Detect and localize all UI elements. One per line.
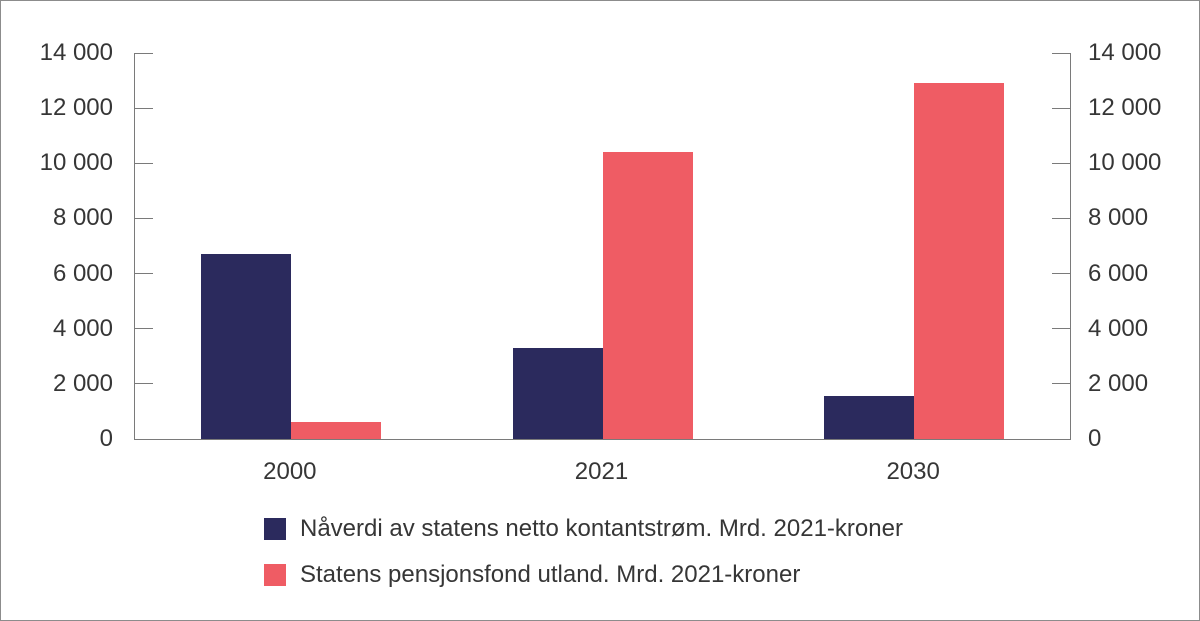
y-tick-right-12000 [1052, 107, 1070, 109]
legend-label-kontantstrom: Nåverdi av statens netto kontantstrøm. M… [300, 515, 903, 542]
y-tick-right-14000 [1052, 53, 1070, 54]
bar-pensjonsfond-2030 [914, 83, 1005, 439]
legend-item-pensjonsfond: Statens pensjonsfond utland. Mrd. 2021-k… [264, 561, 903, 588]
y-axis-label-right-6000: 6 000 [1088, 259, 1149, 287]
y-tick-right-4000 [1052, 328, 1070, 330]
y-tick-left-2000 [135, 383, 153, 385]
y-tick-left-6000 [135, 273, 153, 275]
y-axis-label-left-6000: 6 000 [52, 259, 113, 287]
y-tick-right-10000 [1052, 162, 1070, 164]
legend-swatch-navy [264, 518, 286, 540]
y-axis-label-left-4000: 4 000 [52, 314, 113, 342]
legend-swatch-coral [264, 564, 286, 586]
chart-legend: Nåverdi av statens netto kontantstrøm. M… [264, 515, 903, 610]
y-axis-label-left-12000: 12 000 [39, 94, 113, 122]
bar-pensjonsfond-2021 [602, 152, 693, 439]
y-axis-label-right-4000: 4 000 [1088, 314, 1149, 342]
y-axis-label-right-0: 0 [1088, 425, 1102, 452]
x-axis-label-2021: 2021 [574, 458, 629, 485]
y-axis-label-left-2000: 2 000 [52, 369, 113, 397]
bar-kontantstrom-2000 [200, 254, 291, 439]
y-tick-right-8000 [1052, 217, 1070, 219]
y-tick-left-8000 [135, 217, 153, 219]
y-tick-right-0 [1052, 438, 1070, 440]
legend-label-pensjonsfond: Statens pensjonsfond utland. Mrd. 2021-k… [300, 561, 801, 588]
legend-item-kontantstrom: Nåverdi av statens netto kontantstrøm. M… [264, 515, 903, 542]
bar-pensjonsfond-2000 [290, 422, 381, 439]
y-tick-right-2000 [1052, 383, 1070, 385]
y-tick-right-6000 [1052, 273, 1070, 275]
y-tick-left-14000 [135, 53, 153, 54]
y-axis-label-right-14000: 14 000 [1088, 39, 1162, 66]
y-axis-label-left-8000: 8 000 [52, 204, 113, 232]
bar-kontantstrom-2021 [512, 348, 603, 439]
y-tick-left-10000 [135, 162, 153, 164]
y-axis-label-left-0: 0 [99, 425, 113, 452]
y-axis-label-right-10000: 10 000 [1088, 149, 1162, 177]
y-axis-label-right-2000: 2 000 [1088, 369, 1149, 397]
x-axis-label-2030: 2030 [886, 458, 940, 485]
y-tick-left-4000 [135, 328, 153, 330]
plot-area [134, 53, 1071, 440]
x-axis-label-2000: 2000 [263, 458, 317, 485]
y-axis-label-left-10000: 10 000 [39, 149, 113, 177]
y-axis-label-right-12000: 12 000 [1088, 94, 1162, 122]
y-tick-left-12000 [135, 107, 153, 109]
bar-kontantstrom-2030 [824, 396, 915, 439]
y-axis-label-right-8000: 8 000 [1088, 204, 1149, 232]
y-axis-label-left-14000: 14 000 [39, 39, 113, 66]
y-tick-left-0 [135, 438, 153, 440]
